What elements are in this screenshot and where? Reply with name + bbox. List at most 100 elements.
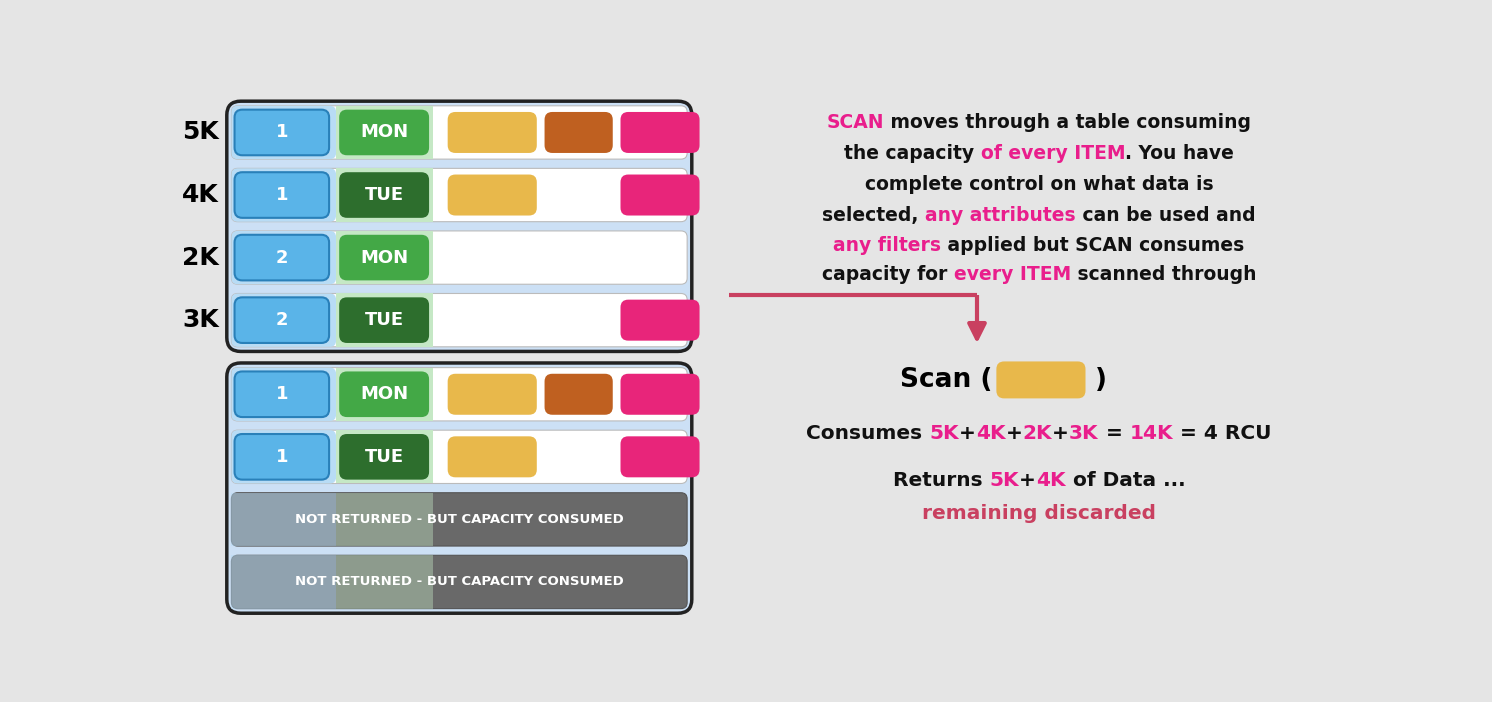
FancyBboxPatch shape [448,373,537,415]
Text: SCAN: SCAN [827,113,885,132]
Text: = 4 RCU: = 4 RCU [1173,424,1271,444]
FancyBboxPatch shape [621,112,700,153]
FancyBboxPatch shape [621,175,700,216]
Text: complete control on what data is: complete control on what data is [865,175,1213,194]
Text: moves through a table consuming: moves through a table consuming [885,113,1252,132]
FancyBboxPatch shape [545,373,613,415]
Text: 3K: 3K [182,308,219,332]
Text: 14K: 14K [1129,424,1173,444]
Bar [336,231,433,284]
Text: =: = [1098,424,1129,444]
FancyBboxPatch shape [234,110,330,155]
Text: TUE: TUE [364,448,404,466]
FancyBboxPatch shape [339,172,430,218]
Bar [336,106,433,159]
FancyBboxPatch shape [234,172,330,218]
Bar [336,555,433,609]
Text: scanned through: scanned through [1071,265,1256,284]
Text: +: + [1052,424,1068,444]
FancyBboxPatch shape [997,362,1086,399]
Text: +: + [1019,470,1035,489]
FancyBboxPatch shape [231,168,688,222]
Text: 1: 1 [276,186,288,204]
Text: remaining discarded: remaining discarded [922,505,1156,524]
Text: 1: 1 [276,124,288,142]
FancyBboxPatch shape [231,368,336,421]
Text: 2: 2 [276,311,288,329]
Text: 5K: 5K [182,121,219,145]
Text: MON: MON [360,124,409,142]
FancyBboxPatch shape [234,298,330,343]
FancyBboxPatch shape [621,373,700,415]
Text: TUE: TUE [364,186,404,204]
FancyBboxPatch shape [231,106,336,159]
Text: Returns: Returns [892,470,989,489]
FancyBboxPatch shape [339,434,430,479]
Text: Consumes: Consumes [806,424,930,444]
Text: . You have: . You have [1125,144,1234,163]
Bar [231,493,336,546]
Text: of every ITEM: of every ITEM [980,144,1125,163]
Text: selected,: selected, [822,206,925,225]
FancyBboxPatch shape [231,231,688,284]
Text: Scan (: Scan ( [900,367,992,393]
FancyBboxPatch shape [231,293,688,347]
Text: MON: MON [360,385,409,403]
FancyBboxPatch shape [231,493,688,546]
FancyBboxPatch shape [448,112,537,153]
Text: any attributes: any attributes [925,206,1076,225]
FancyBboxPatch shape [448,175,537,216]
Text: NOT RETURNED - BUT CAPACITY CONSUMED: NOT RETURNED - BUT CAPACITY CONSUMED [295,576,624,588]
Text: every ITEM: every ITEM [953,265,1071,284]
FancyBboxPatch shape [621,300,700,340]
Text: can be used and: can be used and [1076,206,1256,225]
Text: +: + [1006,424,1022,444]
FancyBboxPatch shape [339,298,430,343]
Text: 2: 2 [276,249,288,267]
FancyBboxPatch shape [234,371,330,417]
Text: 5K: 5K [930,424,959,444]
FancyBboxPatch shape [234,234,330,280]
Bar [336,368,433,421]
Bar [336,168,433,222]
FancyBboxPatch shape [231,106,688,159]
FancyBboxPatch shape [339,234,430,280]
FancyBboxPatch shape [231,555,688,609]
Text: 2K: 2K [1022,424,1052,444]
Bar [336,293,433,347]
Text: 4K: 4K [1035,470,1065,489]
FancyBboxPatch shape [231,430,336,484]
Bar [336,430,433,484]
Text: TUE: TUE [364,311,404,329]
Text: the capacity: the capacity [844,144,980,163]
FancyBboxPatch shape [231,368,688,421]
Text: ): ) [1095,367,1107,393]
Text: 2K: 2K [182,246,219,270]
FancyBboxPatch shape [231,430,688,484]
Bar [336,493,433,546]
Text: 5K: 5K [989,470,1019,489]
FancyBboxPatch shape [448,437,537,477]
Text: 3K: 3K [1068,424,1098,444]
Text: 1: 1 [276,448,288,466]
Text: 4K: 4K [182,183,219,207]
Text: 4K: 4K [976,424,1006,444]
Text: applied but SCAN consumes: applied but SCAN consumes [941,236,1244,255]
FancyBboxPatch shape [339,371,430,417]
FancyBboxPatch shape [227,101,692,352]
Text: any filters: any filters [834,236,941,255]
FancyBboxPatch shape [621,437,700,477]
FancyBboxPatch shape [234,434,330,479]
Text: 1: 1 [276,385,288,403]
Bar [231,555,336,609]
FancyBboxPatch shape [545,112,613,153]
FancyBboxPatch shape [231,231,336,284]
FancyBboxPatch shape [227,363,692,614]
FancyBboxPatch shape [231,168,336,222]
FancyBboxPatch shape [231,293,336,347]
Text: +: + [959,424,976,444]
Text: of Data ...: of Data ... [1065,470,1185,489]
Text: NOT RETURNED - BUT CAPACITY CONSUMED: NOT RETURNED - BUT CAPACITY CONSUMED [295,513,624,526]
Text: capacity for: capacity for [822,265,953,284]
Text: MON: MON [360,249,409,267]
